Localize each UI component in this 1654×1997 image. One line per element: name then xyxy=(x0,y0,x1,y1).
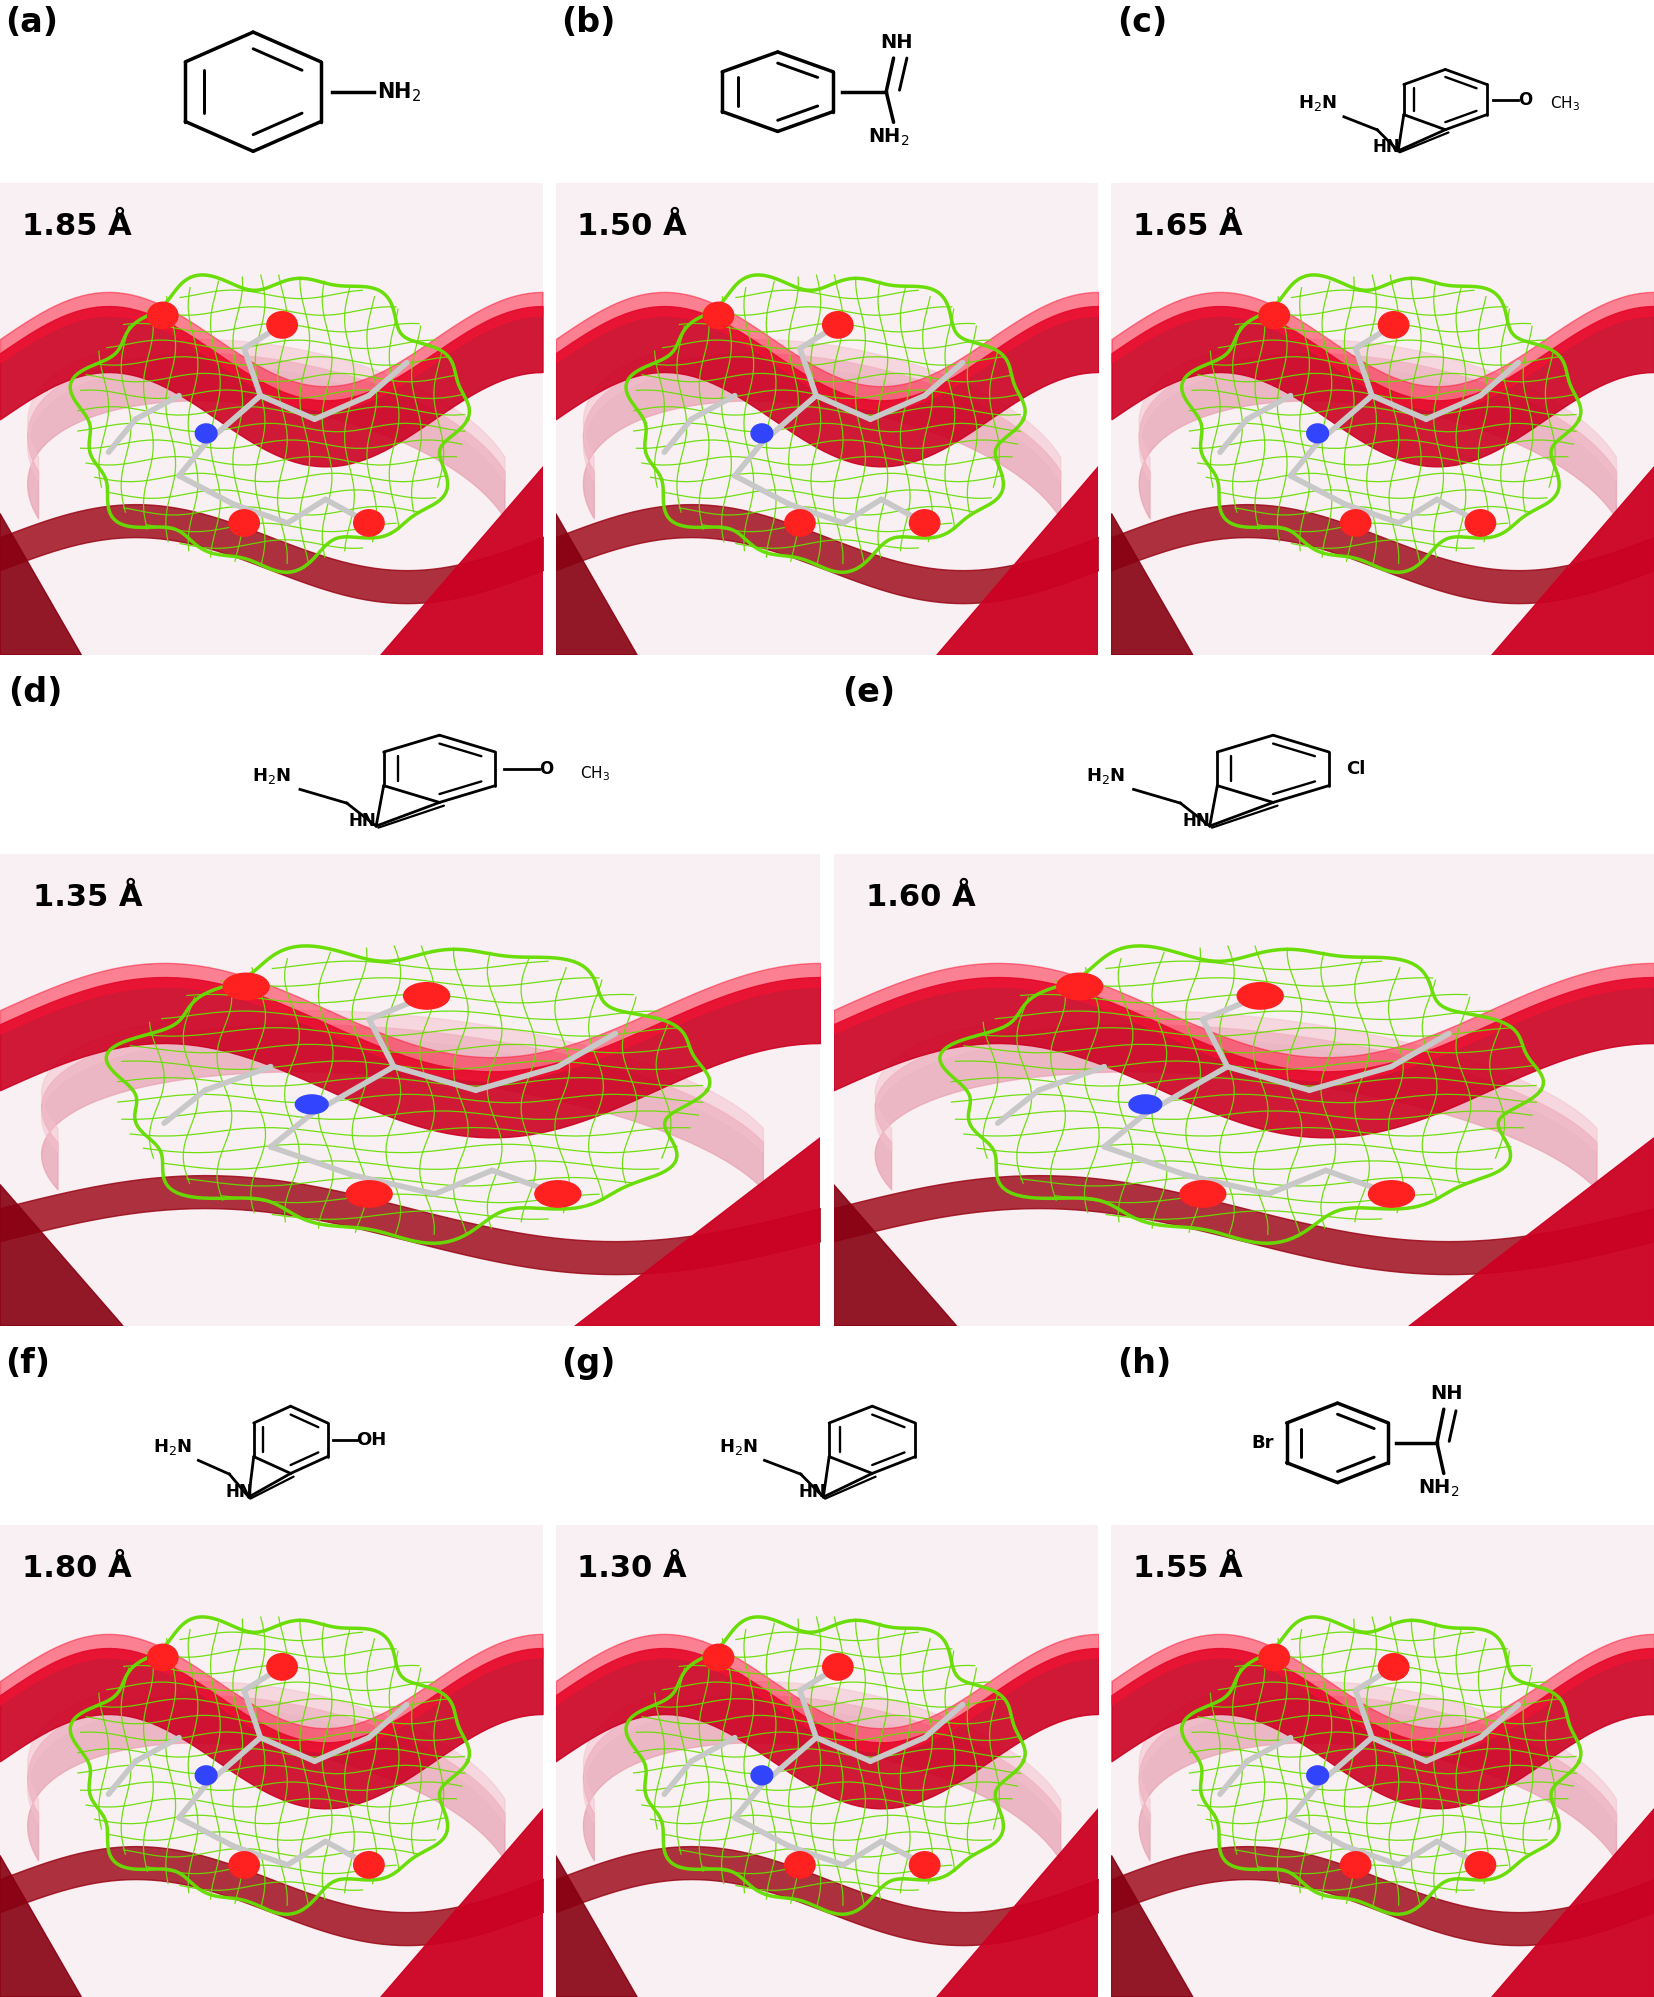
Circle shape xyxy=(404,983,450,1008)
Circle shape xyxy=(910,509,939,535)
Circle shape xyxy=(534,1180,581,1206)
Circle shape xyxy=(195,1765,217,1785)
Polygon shape xyxy=(834,1184,956,1326)
Text: (a): (a) xyxy=(5,6,58,38)
Text: H$_2$N: H$_2$N xyxy=(1085,765,1125,785)
Circle shape xyxy=(1378,1654,1409,1679)
Circle shape xyxy=(1465,1851,1495,1877)
Circle shape xyxy=(1368,1180,1414,1206)
Text: HN: HN xyxy=(1183,813,1209,831)
Circle shape xyxy=(147,1644,179,1671)
Circle shape xyxy=(354,1851,384,1877)
Text: (d): (d) xyxy=(8,677,63,709)
Polygon shape xyxy=(0,1184,122,1326)
Circle shape xyxy=(751,1765,772,1785)
Polygon shape xyxy=(1492,1809,1654,1997)
Text: HN: HN xyxy=(349,813,375,831)
Text: NH$_2$: NH$_2$ xyxy=(377,80,422,104)
Circle shape xyxy=(1307,423,1328,443)
Text: HN: HN xyxy=(1373,138,1401,156)
Polygon shape xyxy=(380,467,543,655)
Circle shape xyxy=(1465,509,1495,535)
Polygon shape xyxy=(0,1855,81,1997)
Text: (e): (e) xyxy=(842,677,895,709)
Circle shape xyxy=(1340,1851,1371,1877)
Polygon shape xyxy=(0,513,81,655)
Polygon shape xyxy=(1111,513,1193,655)
Circle shape xyxy=(822,312,853,337)
Text: NH$_2$: NH$_2$ xyxy=(868,128,910,148)
Polygon shape xyxy=(556,1855,637,1997)
Text: H$_2$N: H$_2$N xyxy=(1298,94,1338,114)
Circle shape xyxy=(296,1094,327,1114)
Circle shape xyxy=(1307,1765,1328,1785)
Circle shape xyxy=(228,1851,260,1877)
Circle shape xyxy=(1259,1644,1290,1671)
Circle shape xyxy=(910,1851,939,1877)
Text: H$_2$N: H$_2$N xyxy=(154,1436,192,1456)
Circle shape xyxy=(266,312,298,337)
Circle shape xyxy=(1378,312,1409,337)
Polygon shape xyxy=(556,513,637,655)
Text: NH: NH xyxy=(1429,1384,1462,1404)
Circle shape xyxy=(703,1644,734,1671)
Circle shape xyxy=(1179,1180,1226,1206)
Text: 1.80 Å: 1.80 Å xyxy=(22,1554,131,1584)
Text: O: O xyxy=(539,759,554,777)
Text: 1.60 Å: 1.60 Å xyxy=(867,883,976,913)
Text: 1.35 Å: 1.35 Å xyxy=(33,883,142,913)
Circle shape xyxy=(703,302,734,330)
Circle shape xyxy=(784,1851,815,1877)
Circle shape xyxy=(1057,973,1103,1000)
Text: Cl: Cl xyxy=(1346,759,1366,777)
Polygon shape xyxy=(1492,467,1654,655)
Text: (b): (b) xyxy=(561,6,615,38)
Text: 1.85 Å: 1.85 Å xyxy=(22,212,131,242)
Circle shape xyxy=(346,1180,392,1206)
Polygon shape xyxy=(936,467,1098,655)
Circle shape xyxy=(195,423,217,443)
Text: 1.50 Å: 1.50 Å xyxy=(577,212,686,242)
Text: (f): (f) xyxy=(5,1348,50,1380)
Text: HN: HN xyxy=(799,1484,827,1502)
Text: 1.65 Å: 1.65 Å xyxy=(1133,212,1242,242)
Circle shape xyxy=(223,973,270,1000)
Circle shape xyxy=(784,509,815,535)
Polygon shape xyxy=(574,1138,820,1326)
Circle shape xyxy=(228,509,260,535)
Text: NH: NH xyxy=(880,34,913,52)
Text: H$_2$N: H$_2$N xyxy=(718,1436,758,1456)
Text: CH$_3$: CH$_3$ xyxy=(581,765,610,783)
Text: 1.30 Å: 1.30 Å xyxy=(577,1554,686,1584)
Text: (c): (c) xyxy=(1116,6,1168,38)
Circle shape xyxy=(751,423,772,443)
Circle shape xyxy=(1130,1094,1161,1114)
Polygon shape xyxy=(380,1809,543,1997)
Circle shape xyxy=(822,1654,853,1679)
Circle shape xyxy=(1340,509,1371,535)
Text: (g): (g) xyxy=(561,1348,615,1380)
Text: H$_2$N: H$_2$N xyxy=(251,765,291,785)
Circle shape xyxy=(266,1654,298,1679)
Polygon shape xyxy=(1408,1138,1654,1326)
Circle shape xyxy=(354,509,384,535)
Text: CH$_3$: CH$_3$ xyxy=(1550,94,1580,114)
Circle shape xyxy=(1237,983,1284,1008)
Circle shape xyxy=(147,302,179,330)
Text: HN: HN xyxy=(225,1484,253,1502)
Text: NH$_2$: NH$_2$ xyxy=(1419,1478,1460,1500)
Polygon shape xyxy=(1111,1855,1193,1997)
Text: (h): (h) xyxy=(1116,1348,1171,1380)
Circle shape xyxy=(1259,302,1290,330)
Text: OH: OH xyxy=(357,1430,387,1448)
Text: Br: Br xyxy=(1252,1434,1274,1452)
Text: 1.55 Å: 1.55 Å xyxy=(1133,1554,1242,1584)
Text: O: O xyxy=(1518,90,1533,108)
Polygon shape xyxy=(936,1809,1098,1997)
